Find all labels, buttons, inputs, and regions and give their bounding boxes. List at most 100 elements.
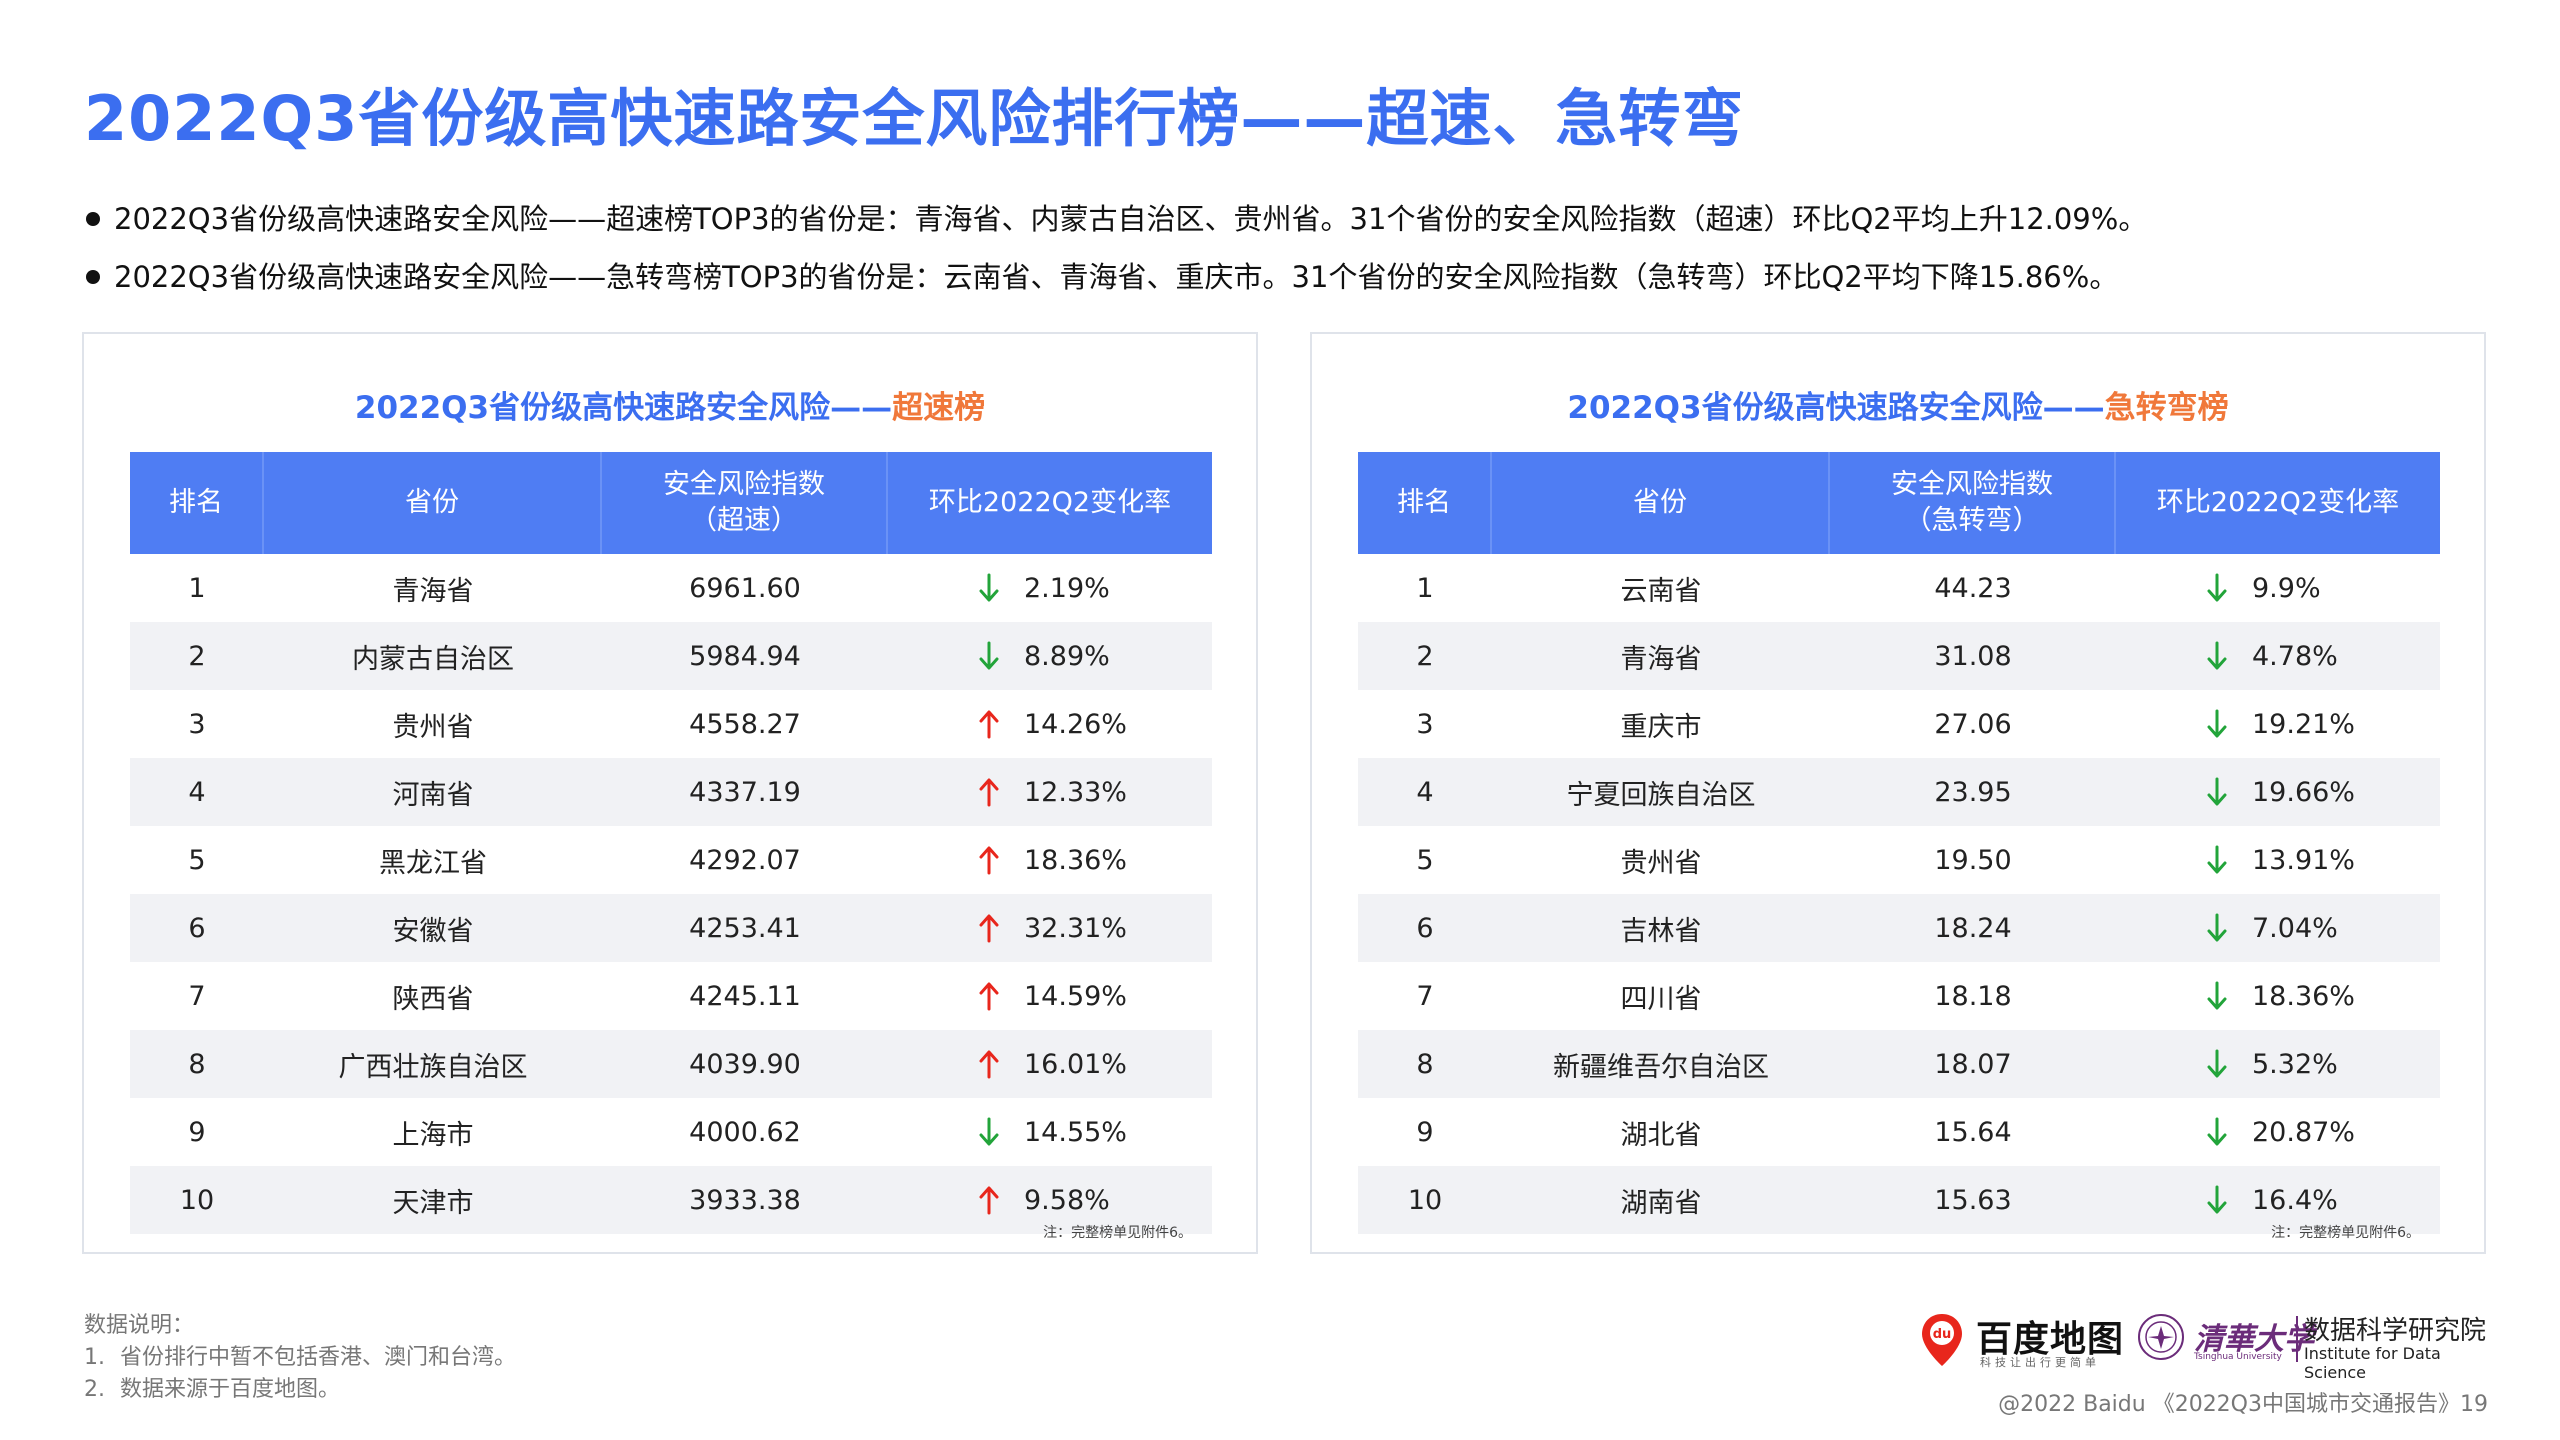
data-notes: 数据说明： 1. 省份排行中暂不包括香港、澳门和台湾。 2. 数据来源于百度地图。: [84, 1310, 516, 1406]
tsinghua-english-name: Tsinghua University: [2194, 1352, 2282, 1362]
change-rate-value: 2.19%: [1024, 572, 1110, 604]
table-row: 7 四川省 18.18 18.36%: [1358, 962, 2440, 1030]
rank-cell: 10: [179, 1184, 215, 1216]
change-rate-cell: 14.59%: [888, 962, 1212, 1030]
table-row: 1 青海省 6961.60 2.19%: [130, 554, 1212, 622]
ids-chinese-name: 数据科学研究院: [2304, 1316, 2487, 1346]
risk-index-cell: 5984.94: [689, 640, 801, 672]
table-row: 1 云南省 44.23 9.9%: [1358, 554, 2440, 622]
change-rate-value: 16.01%: [1024, 1048, 1127, 1080]
arrow-down-icon: [979, 641, 999, 670]
rank-cell: 4: [188, 776, 206, 808]
change-rate-value: 20.87%: [2252, 1116, 2355, 1148]
rank-cell: 9: [188, 1116, 206, 1148]
table-row: 8 新疆维吾尔自治区 18.07 5.32%: [1358, 1030, 2440, 1098]
table-header: 排名 省份 安全风险指数 （急转弯） 环比2022Q2变化率: [1358, 452, 2440, 554]
change-rate-value: 5.32%: [2252, 1048, 2338, 1080]
province-cell: 贵州省: [1620, 847, 1702, 879]
change-rate-cell: 13.91%: [2116, 826, 2440, 894]
table-row: 7 陕西省 4245.11 14.59%: [130, 962, 1212, 1030]
data-note-number: 2.: [84, 1377, 105, 1402]
rank-cell: 1: [1416, 572, 1434, 604]
table-row: 2 青海省 31.08 4.78%: [1358, 622, 2440, 690]
arrow-down-icon: [2207, 709, 2227, 738]
rank-cell: 8: [1416, 1048, 1434, 1080]
change-rate-cell: 18.36%: [888, 826, 1212, 894]
data-note-item: 2. 数据来源于百度地图。: [84, 1374, 516, 1406]
change-rate-value: 14.55%: [1024, 1116, 1127, 1148]
arrow-down-icon: [2207, 573, 2227, 602]
data-note-number: 1.: [84, 1345, 105, 1370]
baidu-map-pin-icon: du: [1922, 1314, 1962, 1366]
header-province: 省份: [1492, 452, 1830, 554]
rank-cell: 2: [1416, 640, 1434, 672]
province-cell: 重庆市: [1620, 711, 1702, 743]
change-rate-value: 12.33%: [1024, 776, 1127, 808]
province-cell: 湖北省: [1620, 1119, 1702, 1151]
change-rate-value: 4.78%: [2252, 640, 2338, 672]
partner-logos: du 百度地图 科技让出行更简单 清華大学 Tsinghua Universit…: [1920, 1310, 2490, 1382]
change-rate-cell: 5.32%: [2116, 1030, 2440, 1098]
province-cell: 天津市: [392, 1187, 474, 1219]
table-body: 1 青海省 6961.60 2.19% 2 内蒙古自治区 5984.94 8.89% 3 贵州省 4…: [130, 554, 1212, 1234]
change-rate-cell: 12.33%: [888, 758, 1212, 826]
summary-bullets: 2022Q3省份级高快速路安全风险——超速榜TOP3的省份是：青海省、内蒙古自治…: [84, 190, 2484, 306]
province-cell: 四川省: [1620, 983, 1702, 1015]
rank-cell: 7: [1416, 980, 1434, 1012]
rank-cell: 4: [1416, 776, 1434, 808]
table-header: 排名 省份 安全风险指数 （超速） 环比2022Q2变化率: [130, 452, 1212, 554]
baidu-map-slogan: 科技让出行更简单: [1980, 1356, 2100, 1369]
arrow-down-icon: [2207, 1117, 2227, 1146]
risk-index-cell: 4000.62: [689, 1116, 801, 1148]
change-rate-value: 7.04%: [2252, 912, 2338, 944]
province-cell: 青海省: [392, 575, 474, 607]
rank-cell: 6: [1416, 912, 1434, 944]
arrow-down-icon: [979, 573, 999, 602]
province-cell: 吉林省: [1620, 915, 1702, 947]
table-row: 3 贵州省 4558.27 14.26%: [130, 690, 1212, 758]
change-rate-cell: 9.9%: [2116, 554, 2440, 622]
change-rate-value: 13.91%: [2252, 844, 2355, 876]
change-rate-cell: 19.66%: [2116, 758, 2440, 826]
arrow-up-icon: [979, 778, 999, 807]
province-cell: 陕西省: [392, 983, 474, 1015]
change-rate-cell: 20.87%: [2116, 1098, 2440, 1166]
risk-index-cell: 4245.11: [689, 980, 801, 1012]
province-cell: 宁夏回族自治区: [1566, 779, 1756, 811]
header-risk-index: 安全风险指数 （超速）: [602, 452, 888, 554]
province-cell: 贵州省: [392, 711, 474, 743]
change-rate-value: 16.4%: [2252, 1184, 2338, 1216]
header-change-rate: 环比2022Q2变化率: [2156, 487, 2400, 518]
sharp-turn-ranking-panel: 2022Q3省份级高快速路安全风险——急转弯榜 排名 省份 安全风险指数 （急转…: [1310, 332, 2486, 1254]
arrow-up-icon: [979, 846, 999, 875]
arrow-up-icon: [979, 1186, 999, 1215]
table-row: 10 天津市 3933.38 9.58%: [130, 1166, 1212, 1234]
panel-title-highlight: 超速榜: [892, 390, 986, 426]
change-rate-cell: 14.26%: [888, 690, 1212, 758]
risk-index-cell: 44.23: [1934, 572, 2012, 604]
risk-index-cell: 15.63: [1934, 1184, 2012, 1216]
risk-index-cell: 4292.07: [689, 844, 801, 876]
risk-index-cell: 4039.90: [689, 1048, 801, 1080]
province-cell: 新疆维吾尔自治区: [1553, 1051, 1769, 1083]
arrow-down-icon: [2207, 777, 2227, 806]
table-row: 5 贵州省 19.50 13.91%: [1358, 826, 2440, 894]
change-rate-cell: 9.58%: [888, 1166, 1212, 1234]
rank-cell: 2: [188, 640, 206, 672]
change-rate-value: 19.66%: [2252, 776, 2355, 808]
table-row: 6 吉林省 18.24 7.04%: [1358, 894, 2440, 962]
province-cell: 青海省: [1620, 643, 1702, 675]
change-rate-cell: 19.21%: [2116, 690, 2440, 758]
table-note: 注：完整榜单见附件6。: [1043, 1225, 1192, 1241]
risk-index-cell: 18.07: [1934, 1048, 2012, 1080]
change-rate-value: 18.36%: [1024, 844, 1127, 876]
risk-index-cell: 4253.41: [689, 912, 801, 944]
province-cell: 上海市: [392, 1119, 474, 1151]
change-rate-value: 8.89%: [1024, 640, 1110, 672]
panel-title: 2022Q3省份级高快速路安全风险——超速榜: [84, 382, 1256, 427]
arrow-up-icon: [979, 1050, 999, 1079]
table-row: 10 湖南省 15.63 16.4%: [1358, 1166, 2440, 1234]
rank-cell: 3: [188, 708, 206, 740]
risk-index-cell: 3933.38: [689, 1184, 801, 1216]
table-row: 5 黑龙江省 4292.07 18.36%: [130, 826, 1212, 894]
